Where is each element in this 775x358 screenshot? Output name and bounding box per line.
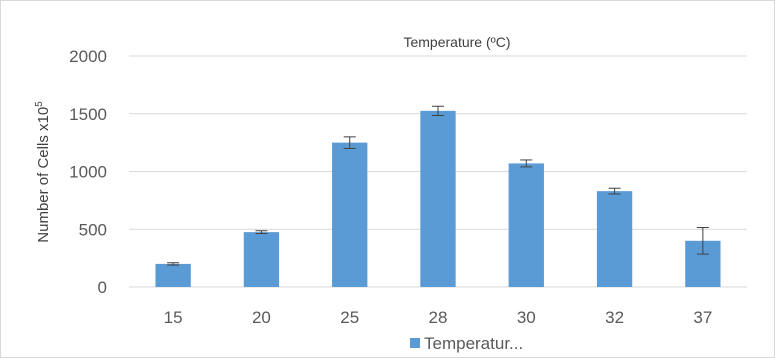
- x-tick-label: 20: [252, 308, 271, 327]
- y-tick-label: 500: [79, 220, 107, 239]
- bars: [155, 110, 721, 287]
- bar-25: [332, 142, 368, 287]
- x-tick-label: 30: [517, 308, 536, 327]
- error-bar-15: [167, 262, 180, 266]
- bar-20: [243, 232, 280, 287]
- error-bar-32: [608, 187, 621, 195]
- y-axis-ticks: 0 500 1000 1500 2000: [69, 47, 107, 297]
- y-tick-label: 0: [98, 278, 107, 297]
- error-bar-20: [255, 230, 268, 235]
- error-bar-30: [520, 159, 533, 168]
- y-tick-label: 1500: [69, 105, 107, 124]
- legend-label: Temperatur...: [424, 334, 523, 353]
- bar-28: [420, 110, 456, 287]
- x-axis-ticks: 15 20 25 28 30 32 37: [164, 308, 713, 327]
- x-tick-label: 25: [340, 308, 359, 327]
- x-tick-label: 28: [429, 308, 448, 327]
- x-tick-label: 37: [693, 308, 712, 327]
- y-axis-label-text: Number of Cells x10: [35, 107, 52, 243]
- y-tick-label: 2000: [69, 47, 107, 66]
- x-tick-label: 32: [605, 308, 624, 327]
- error-bar-28: [432, 105, 444, 116]
- error-bar-37: [696, 227, 709, 255]
- legend: Temperatur...: [410, 334, 523, 353]
- y-tick-label: 1000: [69, 163, 107, 182]
- legend-swatch: [410, 338, 420, 348]
- y-axis-label: Number of Cells x105: [34, 101, 52, 243]
- y-axis-label-superscript: 5: [34, 101, 45, 107]
- x-tick-label: 15: [164, 308, 183, 327]
- error-bar-25: [343, 136, 356, 149]
- bar-15: [155, 263, 191, 287]
- chart-title: Temperature (ºC): [403, 34, 510, 50]
- bar-32: [596, 191, 633, 287]
- error-bars: [167, 105, 709, 266]
- bar-30: [508, 163, 544, 287]
